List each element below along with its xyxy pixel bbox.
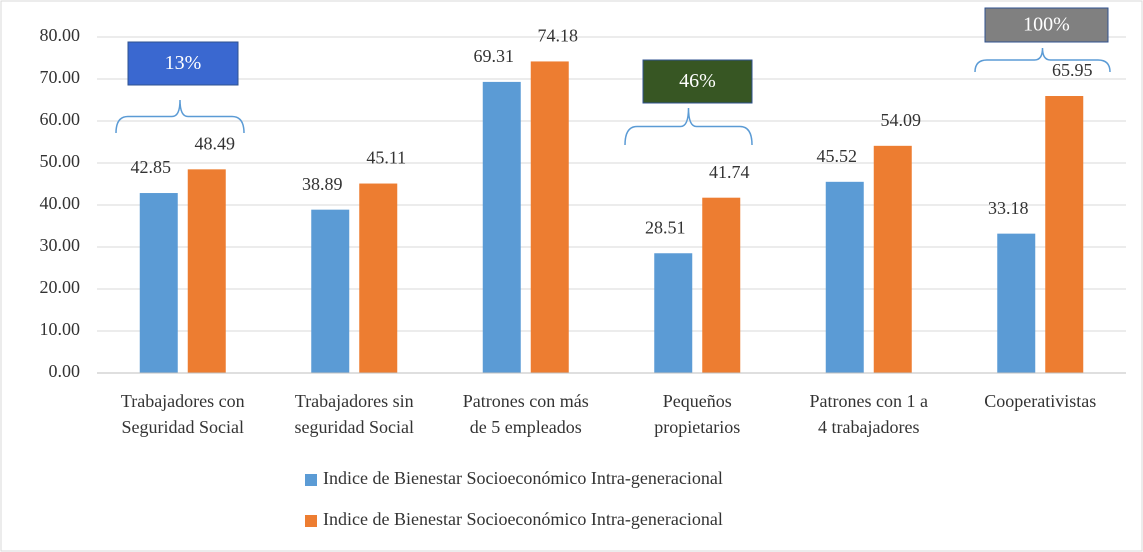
bar [654,253,693,373]
data-label: 48.49 [195,133,236,153]
bar [997,233,1036,373]
annotation-text: 46% [679,70,716,92]
bar [530,61,569,373]
annotation-brace [624,107,753,146]
data-label: 41.74 [709,162,750,182]
annotation-text: 13% [165,52,202,74]
bar [825,181,864,373]
legend-swatch [305,515,317,527]
y-tick-label: 40.00 [40,193,81,213]
y-tick-label: 60.00 [40,109,81,129]
y-tick-label: 70.00 [40,67,81,87]
y-tick-label: 10.00 [40,319,81,339]
annotation-brace [974,47,1111,73]
data-label: 42.85 [131,157,172,177]
annotation-brace [115,99,245,134]
y-tick-label: 30.00 [40,235,81,255]
annotation-box [984,7,1109,43]
annotation-box [127,41,239,86]
bar [187,169,226,373]
data-label: 45.52 [817,146,858,166]
bar [311,209,350,373]
data-label: 54.09 [881,110,922,130]
data-label: 74.18 [538,26,579,46]
y-tick-label: 20.00 [40,277,81,297]
data-label: 28.51 [645,217,686,237]
x-tick-label: Pequeños propietarios [654,391,740,437]
legend-label: Indice de Bienestar Socioeconómico Intra… [323,468,723,488]
x-tick-label: Trabajadores sin seguridad Social [295,391,414,437]
data-label: 38.89 [302,174,343,194]
data-label: 33.18 [988,198,1029,218]
annotation-box [642,59,753,104]
y-tick-label: 50.00 [40,151,81,171]
bar [139,193,178,373]
y-tick-label: 80.00 [40,25,81,45]
legend-label: Indice de Bienestar Socioeconómico Intra… [323,509,723,529]
y-tick-label: 0.00 [49,361,81,381]
x-tick-label: Trabajadores con Seguridad Social [121,391,245,437]
annotation-text: 100% [1023,14,1070,36]
data-label: 45.11 [366,148,406,168]
bar [1045,96,1084,373]
bar [873,145,912,373]
data-label: 65.95 [1052,60,1093,80]
bar [359,183,398,373]
data-label: 69.31 [474,46,515,66]
bar [482,81,521,373]
bar [702,197,741,373]
x-tick-label: Patrones con más de 5 empleados [463,391,589,437]
x-tick-label: Cooperativistas [984,391,1096,411]
legend-swatch [305,474,317,486]
